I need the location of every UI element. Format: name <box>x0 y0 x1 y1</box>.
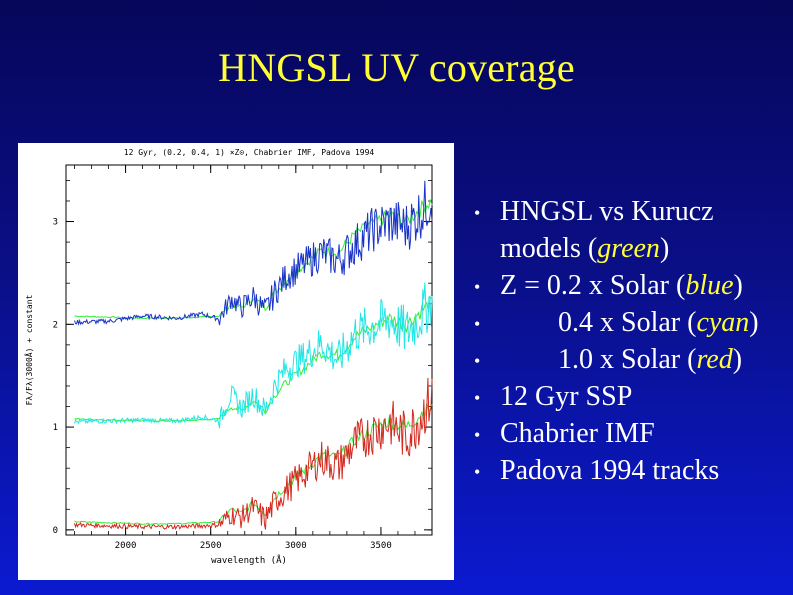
bullet-item: • Chabrier IMF <box>474 416 793 453</box>
bullet-text: Chabrier IMF <box>500 417 655 449</box>
bullet-item: • 0.4 x Solar (cyan) <box>474 305 793 342</box>
spectrum-z02-line <box>74 180 433 326</box>
x-tick-label: 3500 <box>370 541 392 551</box>
bullet-text: 12 Gyr SSP <box>500 380 633 412</box>
bullet-icon: • <box>474 424 481 445</box>
bullet-text: Z = 0.2 x Solar (blue) <box>500 269 743 301</box>
bullet-text: 0.4 x Solar (cyan) <box>558 306 759 338</box>
bullet-icon: • <box>474 350 481 371</box>
spectrum-z10-line <box>74 377 433 531</box>
bullet-icon: • <box>474 203 481 223</box>
plot-frame <box>65 164 433 536</box>
y-tick-label: 2 <box>53 320 58 330</box>
x-tick-label: 3000 <box>285 541 307 551</box>
bullet-icon: • <box>474 313 481 334</box>
bullet-item: • Padova 1994 tracks <box>474 453 793 490</box>
spectrum-z04-line <box>74 282 433 429</box>
spectra-figure: 12 Gyr, (0.2, 0.4, 1) ×Z⊙, Chabrier IMF,… <box>18 143 454 580</box>
chart-title: 12 Gyr, (0.2, 0.4, 1) ×Z⊙, Chabrier IMF,… <box>124 148 375 157</box>
bullet-icon: • <box>474 276 481 297</box>
y-tick-label: 0 <box>53 526 58 536</box>
kurucz-model-line <box>74 199 433 320</box>
bullet-text: HNGSL vs Kurucz models (green) <box>500 196 714 264</box>
spectra-chart: 12 Gyr, (0.2, 0.4, 1) ×Z⊙, Chabrier IMF,… <box>23 148 433 566</box>
y-axis-label: Fλ/Fλ(3000Å) + constant <box>23 294 34 405</box>
x-axis-label: wavelength (Å) <box>211 554 287 566</box>
bullet-item: • Z = 0.2 x Solar (blue) <box>474 268 793 305</box>
bullet-list: • HNGSL vs Kurucz models (green) • Z = 0… <box>474 194 793 490</box>
bullet-text: Padova 1994 tracks <box>500 454 720 486</box>
bullet-item: • 1.0 x Solar (red) <box>474 342 793 379</box>
x-tick-label: 2500 <box>200 541 222 551</box>
x-tick-label: 2000 <box>115 541 137 551</box>
bullet-icon: • <box>474 461 481 482</box>
slide-title: HNGSL UV coverage <box>218 45 575 90</box>
bullet-item: • HNGSL vs Kurucz models (green) <box>474 194 793 268</box>
bullet-text: 1.0 x Solar (red) <box>558 343 743 375</box>
bullet-item: • 12 Gyr SSP <box>474 379 793 416</box>
y-tick-label: 1 <box>53 423 58 433</box>
y-tick-label: 3 <box>53 218 58 228</box>
bullet-icon: • <box>474 387 481 408</box>
